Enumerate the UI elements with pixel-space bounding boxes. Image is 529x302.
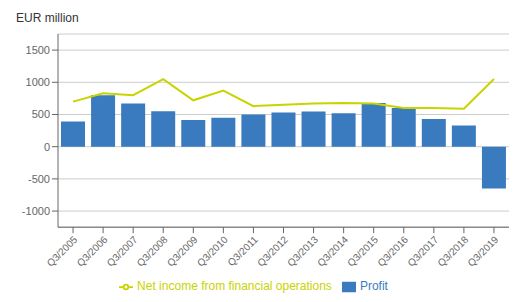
svg-text:Q3/2016: Q3/2016	[375, 234, 410, 269]
svg-text:1500: 1500	[26, 44, 50, 56]
html-text:Profit: Profit	[359, 279, 388, 294]
svg-text:Q3/2009: Q3/2009	[165, 234, 200, 269]
svg-text:0: 0	[44, 141, 50, 153]
svg-text:Q3/2010: Q3/2010	[195, 234, 230, 269]
svg-text:Q3/2006: Q3/2006	[75, 234, 110, 269]
svg-text:1000: 1000	[26, 76, 50, 88]
svg-text:Q3/2007: Q3/2007	[105, 234, 140, 269]
svg-text:-1000: -1000	[22, 205, 50, 217]
svg-text:Q3/2012: Q3/2012	[255, 234, 290, 269]
svg-text:Q3/2014: Q3/2014	[315, 234, 350, 269]
svg-text:Q3/2018: Q3/2018	[435, 234, 470, 269]
svg-text:Q3/2011: Q3/2011	[225, 234, 260, 269]
svg-text:Q3/2015: Q3/2015	[345, 234, 380, 269]
html-text:EUR million: EUR million	[16, 11, 79, 25]
svg-text:Q3/2005: Q3/2005	[45, 234, 80, 269]
svg-text:Q3/2019: Q3/2019	[465, 234, 500, 269]
svg-text:Q3/2008: Q3/2008	[135, 234, 170, 269]
svg-text:Q3/2017: Q3/2017	[405, 234, 440, 269]
html-text:Net income from financial oper: Net income from financial operations	[137, 279, 332, 294]
svg-text:Q3/2013: Q3/2013	[285, 234, 320, 269]
svg-text:500: 500	[32, 108, 50, 120]
svg-text:-500: -500	[28, 173, 50, 185]
